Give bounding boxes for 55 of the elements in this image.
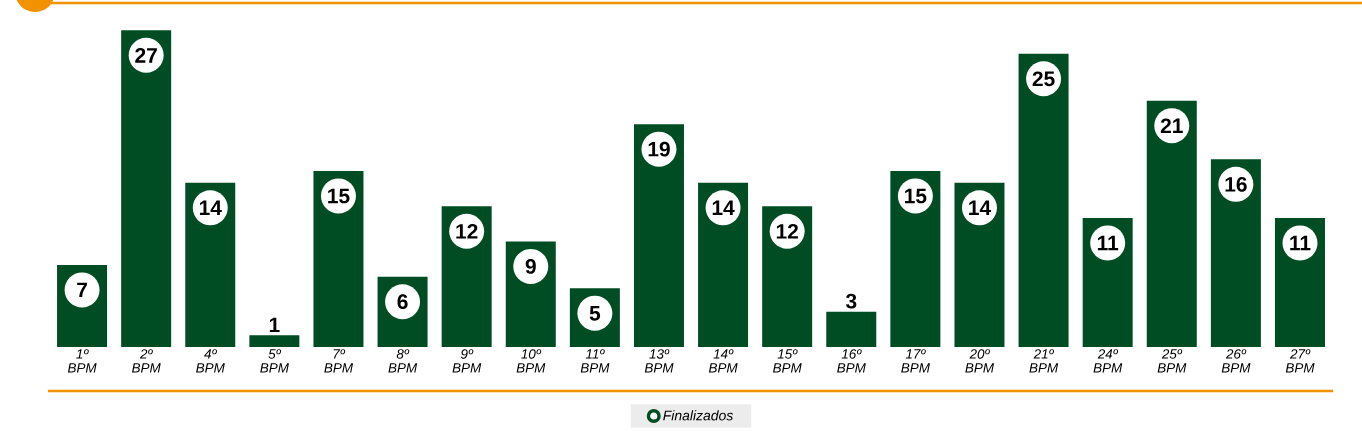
data-label: 11 [1097, 235, 1119, 251]
x-tick-label: 24º BPM [1093, 349, 1123, 373]
x-tick-label: 10º BPM [516, 349, 546, 373]
bar [313, 171, 364, 347]
data-label: 3 [845, 293, 857, 309]
bar [185, 182, 236, 347]
data-label: 14 [199, 200, 222, 215]
bar [890, 171, 941, 347]
x-tick-label: 5º BPM [260, 349, 289, 373]
x-tick-label: 27º BPM [1285, 349, 1315, 373]
x-tick-label: 2º BPM [132, 349, 161, 373]
data-label: 6 [397, 294, 408, 310]
x-tick-label: 25º BPM [1157, 349, 1187, 373]
data-label: 16 [1225, 176, 1247, 192]
x-tick-label: 7º BPM [324, 349, 354, 373]
data-label: 27 [135, 48, 157, 63]
x-tick-label: 26º BPM [1221, 349, 1251, 373]
data-label: 14 [969, 200, 991, 215]
legend-label: Finalizados [663, 410, 733, 421]
x-tick-label: 11º BPM [580, 349, 610, 373]
data-label: 19 [648, 141, 670, 157]
x-tick-label: 13º BPM [644, 349, 674, 373]
bar [1210, 159, 1261, 347]
bar [1018, 53, 1069, 347]
bar [1146, 100, 1197, 347]
bar [441, 206, 492, 347]
x-tick-label: 9º BPM [452, 349, 482, 373]
data-label: 12 [776, 223, 798, 239]
data-label: 15 [905, 188, 927, 204]
x-tick-label: 1º BPM [67, 349, 97, 373]
data-label: 25 [1032, 71, 1055, 87]
data-label: 11 [1290, 235, 1311, 251]
x-tick-label: 15º BPM [773, 349, 802, 373]
x-tick-label: 4º BPM [196, 349, 225, 373]
bar [762, 206, 813, 347]
bar [698, 182, 749, 347]
data-label: 5 [589, 306, 601, 321]
bar [826, 311, 877, 347]
data-label: 9 [525, 259, 536, 274]
bar [633, 124, 684, 347]
data-label: 14 [712, 200, 735, 215]
x-tick-label: 17º BPM [901, 349, 930, 373]
bar [954, 182, 1005, 347]
x-tick-label: 16º BPM [837, 349, 866, 373]
data-label: 7 [77, 282, 87, 298]
data-label: 1 [269, 317, 280, 333]
x-tick-label: 8º BPM [388, 349, 418, 373]
data-label: 12 [456, 223, 478, 239]
x-tick-label: 20º BPM [965, 349, 995, 373]
x-tick-label: 21º BPM [1029, 349, 1059, 373]
data-label: 15 [328, 188, 350, 204]
bar [121, 30, 172, 347]
data-label: 21 [1160, 118, 1183, 134]
x-tick-label: 14º BPM [708, 349, 738, 373]
bar [249, 335, 300, 347]
